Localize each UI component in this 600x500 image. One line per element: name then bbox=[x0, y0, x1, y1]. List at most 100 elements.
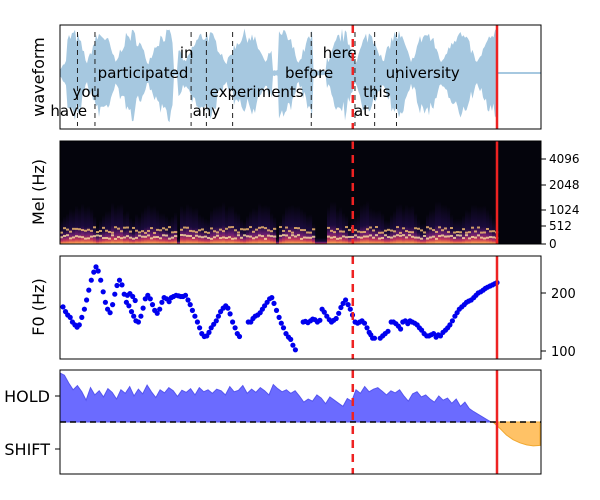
spectrogram-harmonic bbox=[408, 231, 412, 234]
spectrogram-harmonic bbox=[288, 230, 292, 233]
spectrogram-column bbox=[282, 213, 286, 244]
f0-point bbox=[225, 305, 231, 311]
spectrogram-harmonic bbox=[213, 236, 217, 239]
spectrogram-harmonic bbox=[234, 237, 238, 240]
spectrogram-harmonic bbox=[270, 235, 274, 238]
spectrogram-harmonic bbox=[168, 237, 172, 240]
spectrogram-harmonic bbox=[279, 234, 283, 237]
spectrogram-harmonic bbox=[387, 236, 391, 239]
spectrogram-harmonic bbox=[330, 236, 334, 239]
spectrogram-harmonic bbox=[303, 229, 307, 232]
spectrogram-harmonic bbox=[201, 228, 205, 231]
spectrogram-harmonic bbox=[357, 236, 361, 239]
f0-point bbox=[147, 296, 153, 302]
spectrogram-harmonic bbox=[189, 234, 193, 237]
spectrogram-column bbox=[177, 238, 181, 244]
spectrogram-harmonic bbox=[171, 236, 175, 239]
spectrogram-harmonic bbox=[273, 235, 277, 238]
spectrogram-harmonic bbox=[291, 231, 295, 234]
spectrogram-harmonic bbox=[222, 236, 226, 239]
spectrogram-harmonic bbox=[342, 230, 346, 233]
spectrogram-harmonic bbox=[123, 226, 127, 229]
spectrogram-column bbox=[396, 204, 400, 244]
spectrogram-harmonic bbox=[279, 226, 283, 229]
spectrogram-column bbox=[210, 210, 214, 244]
spectrogram-harmonic bbox=[378, 237, 382, 240]
spectrogram-harmonic bbox=[492, 230, 496, 233]
spectrogram-harmonic bbox=[141, 230, 145, 233]
spectrogram-column bbox=[102, 215, 106, 244]
spectrogram-harmonic bbox=[111, 234, 115, 237]
spectrogram-column bbox=[108, 210, 112, 244]
spectrogram-harmonic bbox=[93, 226, 97, 229]
spectrogram-column bbox=[222, 202, 226, 244]
spectrogram-harmonic bbox=[66, 234, 70, 237]
spectrogram-harmonic bbox=[420, 237, 424, 240]
spectrogram-harmonic bbox=[423, 234, 427, 237]
spectrogram-harmonic bbox=[171, 231, 175, 234]
f0-point bbox=[269, 295, 275, 301]
f0-point bbox=[81, 306, 87, 312]
spectrogram-harmonic bbox=[366, 235, 370, 238]
f0-point bbox=[140, 305, 146, 311]
spectrogram-harmonic bbox=[198, 229, 202, 232]
spectrogram-harmonic bbox=[243, 234, 247, 237]
spectrogram-harmonic bbox=[174, 231, 178, 234]
spectrogram-harmonic bbox=[360, 231, 364, 234]
f0-ylabel: F0 (Hz) bbox=[29, 278, 48, 335]
spectrogram-harmonic bbox=[372, 236, 376, 239]
spectrogram-column bbox=[75, 205, 79, 244]
spectrogram-harmonic bbox=[210, 237, 214, 240]
spectrogram-harmonic bbox=[393, 235, 397, 238]
spectrogram-harmonic bbox=[159, 229, 163, 232]
spectrogram-column bbox=[393, 210, 397, 244]
spectrogram-column bbox=[348, 224, 352, 244]
spectrogram-harmonic bbox=[402, 234, 406, 237]
spectrogram-harmonic bbox=[459, 234, 463, 237]
spectrogram-harmonic bbox=[240, 236, 244, 239]
spectrogram-column bbox=[489, 213, 493, 244]
spectrogram-column bbox=[468, 210, 472, 244]
spectrogram-harmonic bbox=[144, 235, 148, 238]
spectrogram-harmonic bbox=[381, 236, 385, 239]
spectrogram-harmonic bbox=[111, 231, 115, 234]
spectrogram-column bbox=[423, 223, 427, 244]
waveform-envelope bbox=[60, 28, 497, 123]
spectrogram-harmonic bbox=[195, 231, 199, 234]
spectrogram-harmonic bbox=[396, 226, 400, 229]
f0-point bbox=[213, 318, 219, 324]
f0-point bbox=[116, 277, 123, 283]
spectrogram-column bbox=[255, 208, 259, 244]
spectrogram-harmonic bbox=[258, 234, 262, 237]
word-label: any bbox=[193, 102, 221, 120]
spectrogram-harmonic bbox=[486, 227, 490, 230]
spectrogram-harmonic bbox=[399, 234, 403, 237]
spectrogram-harmonic bbox=[453, 236, 457, 239]
spectrogram-harmonic bbox=[408, 234, 412, 237]
spectrogram-harmonic bbox=[150, 237, 154, 240]
spectrogram-column bbox=[207, 219, 211, 244]
spectrogram-harmonic bbox=[411, 231, 415, 234]
spectrogram-harmonic bbox=[267, 229, 271, 232]
spectrogram-harmonic bbox=[102, 226, 106, 229]
spectrogram-harmonic bbox=[69, 237, 73, 240]
spectrogram-harmonic bbox=[162, 227, 166, 230]
hold-label: HOLD bbox=[4, 387, 50, 406]
spectrogram-harmonic bbox=[417, 236, 421, 239]
spectrogram-harmonic bbox=[243, 228, 247, 231]
spectrogram-column bbox=[306, 214, 310, 244]
spectrogram-column bbox=[315, 238, 319, 244]
spectrogram-column bbox=[195, 207, 199, 244]
spectrogram-column bbox=[237, 213, 241, 244]
word-label: university bbox=[386, 64, 460, 82]
spectrogram-harmonic bbox=[108, 230, 112, 233]
spectrogram-harmonic bbox=[141, 235, 145, 238]
spectrogram-harmonic bbox=[432, 235, 436, 238]
spectrogram-column bbox=[300, 208, 304, 244]
spectrogram-column bbox=[483, 205, 487, 244]
spectrogram-harmonic bbox=[96, 234, 100, 237]
spectrogram-harmonic bbox=[288, 236, 292, 239]
spectrogram-harmonic bbox=[60, 236, 64, 239]
f0-point bbox=[79, 314, 85, 320]
spectrogram-harmonic bbox=[168, 226, 172, 229]
